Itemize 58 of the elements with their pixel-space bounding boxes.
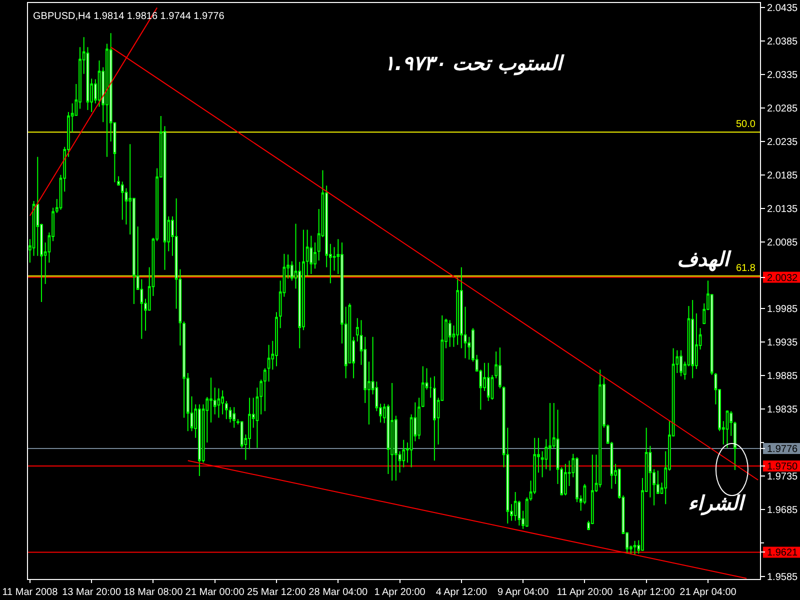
y-tick-label: 2.0435 xyxy=(767,3,798,14)
candlestick xyxy=(390,382,394,482)
candlestick xyxy=(514,492,517,522)
x-tick-label: 13 Mar 20:00 xyxy=(62,587,122,598)
candlestick xyxy=(232,406,236,428)
candlestick xyxy=(275,312,278,367)
candlestick xyxy=(633,540,636,556)
y-tick-label: 2.0285 xyxy=(767,104,798,115)
x-tick-label: 25 Mar 12:00 xyxy=(247,587,306,598)
x-tick-label: 16 Apr 12:00 xyxy=(618,587,676,598)
x-tick-label: 9 Apr 04:00 xyxy=(497,587,550,598)
y-tick-label: 1.9776 xyxy=(767,444,798,456)
y-tick-label: 2.0385 xyxy=(767,36,798,48)
y-tick-label: 2.0032 xyxy=(767,272,798,284)
x-tick-label: 11 Mar 2008 xyxy=(2,587,58,598)
candlestick xyxy=(691,300,694,379)
x-tick-label: 11 Apr 20:00 xyxy=(556,587,614,598)
candlestick xyxy=(198,404,201,476)
candlestick xyxy=(680,350,682,377)
candlestick xyxy=(306,229,309,276)
y-tick-label: 2.0085 xyxy=(767,237,798,248)
y-tick-label: 1.9585 xyxy=(767,572,798,583)
x-tick-label: 1 Apr 20:00 xyxy=(374,587,426,598)
y-tick-label: 1.9935 xyxy=(767,338,798,349)
candlestick xyxy=(486,362,490,402)
candlestick xyxy=(726,410,729,448)
candlestick xyxy=(433,376,436,462)
annotation: الستوب تحت ١.٩٧٣٠ xyxy=(384,51,564,76)
y-tick-label: 1.9735 xyxy=(767,471,798,482)
y-tick-label: 2.0185 xyxy=(767,170,798,182)
y-tick-label: 1.9621 xyxy=(767,548,798,559)
x-tick-label: 18 Mar 08:00 xyxy=(124,587,184,598)
candlestick xyxy=(564,463,567,496)
annotation: الشراء xyxy=(688,491,746,516)
x-tick-label: 21 Apr 04:00 xyxy=(680,587,737,598)
candlestick xyxy=(221,390,224,415)
candlestick xyxy=(548,402,552,472)
annotation: 61.8 xyxy=(736,263,756,274)
y-tick-label: 1.9685 xyxy=(767,504,798,516)
annotation: الهدف xyxy=(677,247,732,272)
y-tick-label: 2.0335 xyxy=(767,70,798,82)
candlestick xyxy=(448,320,452,348)
candlestick xyxy=(525,496,528,528)
x-tick-label: 21 Mar 00:00 xyxy=(185,587,245,598)
y-tick-label: 1.9835 xyxy=(767,404,798,416)
x-tick-label: 4 Apr 12:00 xyxy=(436,587,488,598)
candlestick xyxy=(263,368,266,412)
y-tick-label: 1.9985 xyxy=(767,304,798,316)
y-tick-label: 2.0135 xyxy=(767,204,798,215)
candlestick xyxy=(498,347,502,389)
candlestick xyxy=(217,388,220,418)
y-tick-label: 2.0235 xyxy=(767,136,798,148)
y-tick-label: 1.9885 xyxy=(767,371,798,382)
candlestick xyxy=(267,344,270,382)
candlestick xyxy=(598,369,602,488)
x-tick-label: 28 Mar 04:00 xyxy=(308,587,368,598)
y-tick-label: 1.9750 xyxy=(767,461,798,472)
annotation: 50.0 xyxy=(736,119,756,130)
